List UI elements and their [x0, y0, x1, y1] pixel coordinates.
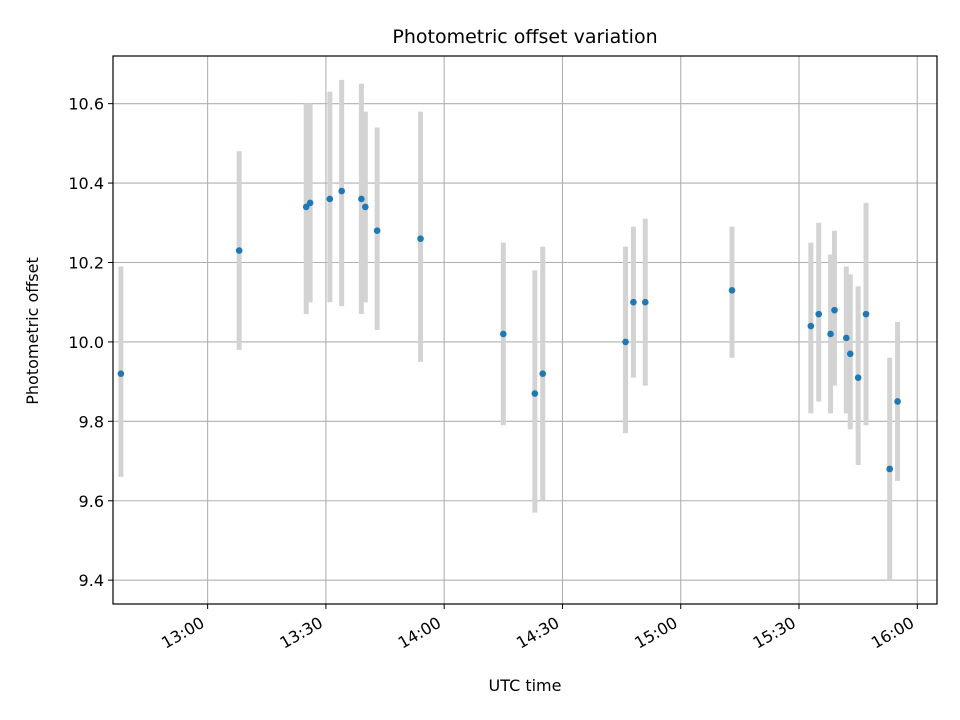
data-point [531, 390, 539, 397]
data-point [894, 398, 901, 405]
x-tick-label: 14:00 [395, 613, 444, 653]
data-point [843, 334, 850, 342]
y-tick-label: 10.6 [68, 95, 104, 114]
y-tick-label: 9.8 [79, 412, 104, 431]
data-point [622, 338, 629, 346]
data-point [417, 235, 424, 242]
data-point [500, 330, 507, 338]
chart-title: Photometric offset variation [392, 26, 657, 48]
y-tick-label: 10.2 [68, 253, 104, 272]
data-point [362, 203, 369, 211]
data-point [831, 306, 838, 314]
y-tick-label: 9.6 [79, 492, 104, 511]
data-point [373, 227, 381, 235]
data-point [235, 247, 243, 254]
data-point [338, 187, 345, 195]
data-point [846, 350, 854, 358]
x-tick-label: 13:00 [158, 613, 207, 653]
x-tick-label: 15:30 [750, 613, 799, 653]
data-point [117, 370, 125, 377]
x-tick-label: 13:30 [276, 613, 325, 653]
data-point [807, 322, 815, 330]
x-tick-label: 16:00 [868, 613, 917, 653]
data-point [728, 286, 736, 294]
y-tick-label: 10.0 [68, 333, 104, 352]
data-point [815, 310, 823, 318]
y-tick-label: 10.4 [68, 174, 104, 193]
x-tick-label: 15:00 [631, 613, 680, 653]
data-point [854, 374, 862, 381]
y-axis-label: Photometric offset [23, 257, 42, 405]
data-point [306, 199, 314, 207]
data-point [358, 195, 365, 203]
grid [113, 56, 937, 604]
x-axis-label: UTC time [489, 676, 562, 695]
plot-frame [112, 55, 938, 605]
data-points [117, 187, 901, 473]
y-tick-label: 9.4 [79, 571, 104, 590]
x-tick-label: 14:30 [513, 613, 562, 653]
data-point [827, 330, 834, 338]
data-point [630, 298, 637, 306]
ticks: 13:00 13:30 14:00 14:30 15:00 15:30 16:00 9.4 9.… [68, 95, 918, 653]
data-point [886, 465, 893, 473]
error-bars [118, 79, 901, 581]
data-point [326, 195, 334, 203]
data-point [641, 298, 649, 306]
data-point [539, 370, 547, 377]
data-point [862, 310, 870, 318]
